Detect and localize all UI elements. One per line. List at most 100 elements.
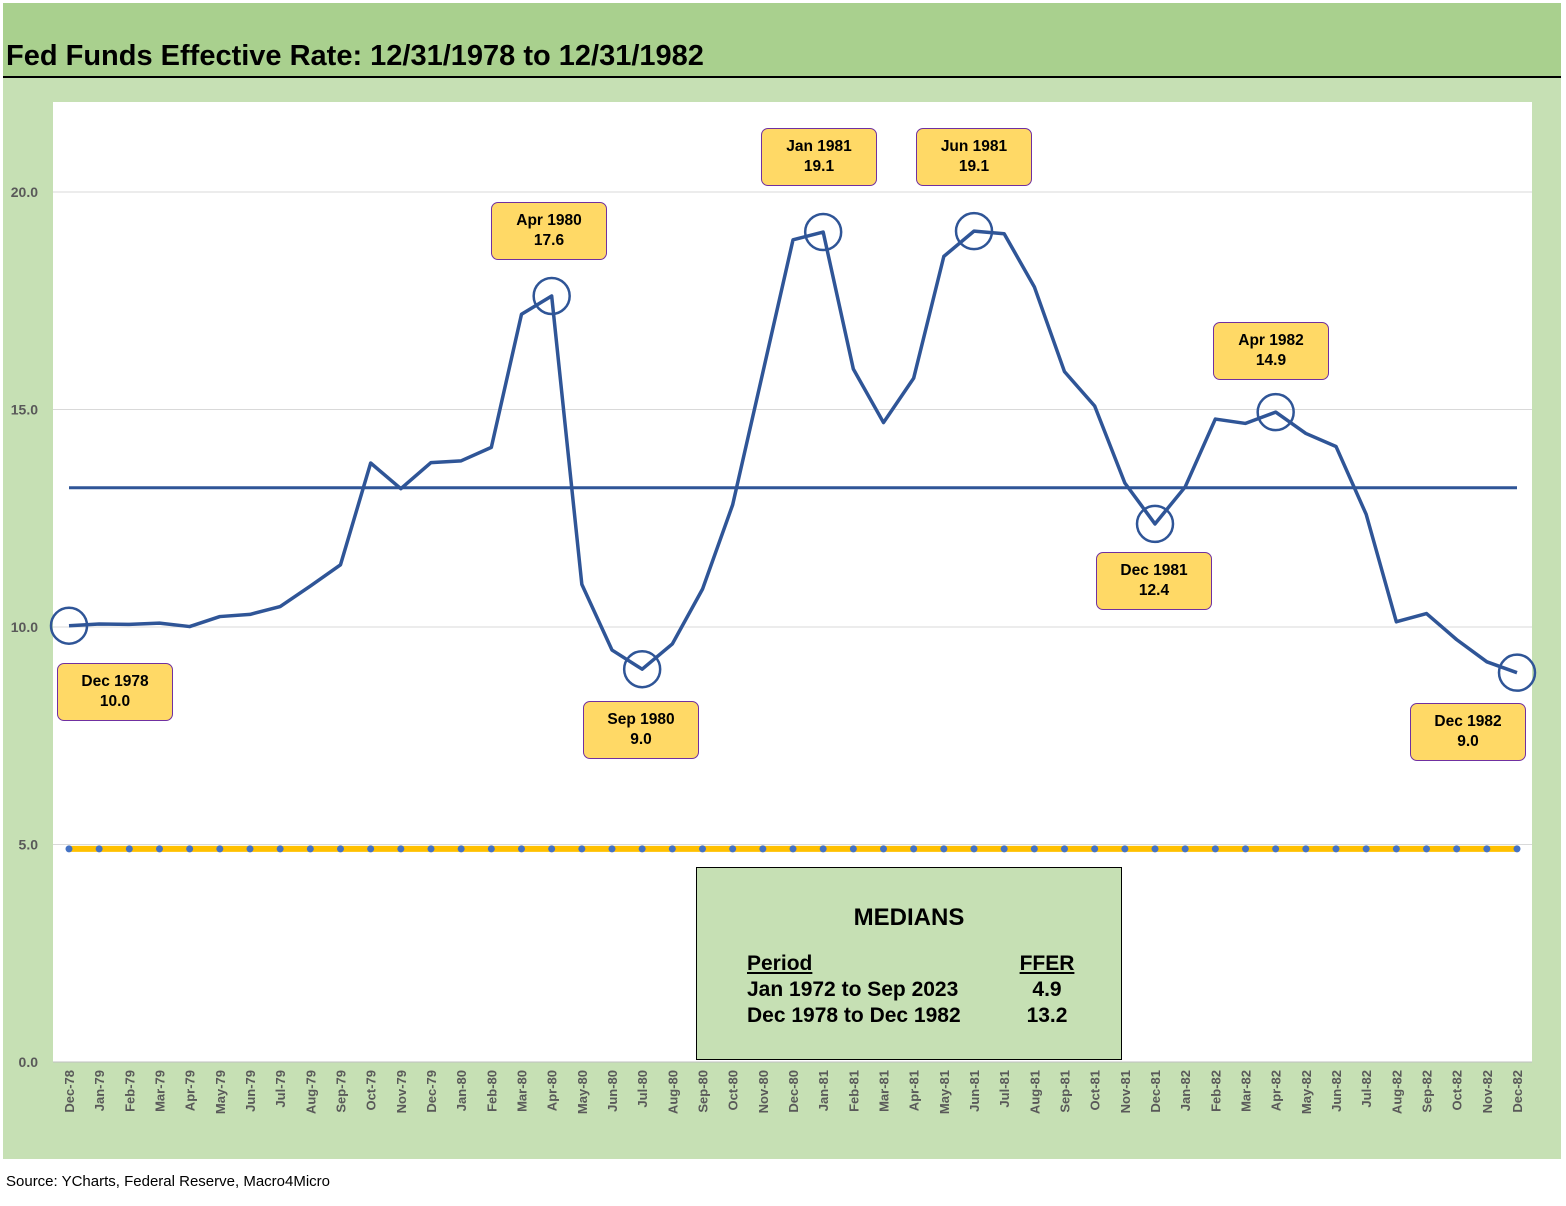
x-tick-label: Aug-82 [1389, 1070, 1404, 1114]
x-tick-label: Oct-80 [726, 1070, 741, 1110]
series-layer [65, 229, 1521, 853]
y-tick-label: 20.0 [11, 184, 38, 200]
medians-title: MEDIANS [853, 904, 965, 931]
x-tick-label: Jul-80 [635, 1070, 650, 1108]
series-point-long-median [306, 845, 314, 853]
x-tick-label: Jun-79 [243, 1070, 258, 1112]
series-point-long-median [276, 845, 284, 853]
series-line-ffer [68, 229, 1518, 675]
series-point-long-median [759, 845, 767, 853]
series-point-long-median [337, 845, 344, 853]
x-tick-label: Jan-79 [92, 1070, 107, 1111]
series-point-long-median [186, 845, 194, 853]
x-tick-label: Jul-79 [273, 1070, 288, 1108]
series-point-long-median [910, 845, 918, 853]
x-tick-label: Aug-81 [1027, 1070, 1042, 1114]
series-point-long-median [367, 845, 375, 853]
x-tick-label: May-80 [575, 1070, 590, 1114]
annotation-label: Jun 1981 [940, 138, 1008, 155]
annotation-label: Dec 1978 [81, 673, 149, 690]
x-tick-label: Jun-80 [605, 1070, 620, 1112]
annotation-value: 9.0 [1457, 733, 1479, 750]
x-tick-label: Jan-80 [454, 1070, 469, 1111]
annotation-label: Dec 1981 [1120, 562, 1188, 579]
annotation-callout: Dec 1982 9.0 [1410, 703, 1526, 761]
annotation-circle [49, 606, 89, 645]
series-point-long-median [1061, 845, 1068, 853]
series-point-long-median [1211, 845, 1219, 853]
x-tick-label: Oct-81 [1088, 1070, 1103, 1110]
x-tick-label: Jun-81 [967, 1070, 982, 1112]
y-tick-label: 15.0 [11, 402, 38, 418]
annotation-callout: Apr 1982 14.9 [1213, 322, 1329, 380]
series-point-long-median [1392, 845, 1400, 853]
annotation-value: 17.6 [533, 232, 565, 249]
series-point-long-median [1242, 845, 1249, 853]
annotation-callout: Dec 1981 12.4 [1096, 552, 1212, 610]
x-tick-label: Feb-79 [122, 1070, 137, 1112]
medians-header-period: Period [747, 952, 813, 975]
series-point-long-median [1362, 845, 1370, 853]
series-point-long-median [1030, 845, 1038, 853]
series-point-long-median [1513, 845, 1521, 853]
x-tick-label: Dec-80 [786, 1070, 801, 1113]
x-tick-label: Jun-82 [1329, 1070, 1344, 1112]
annotation-label: Jan 1981 [786, 138, 852, 155]
x-tick-label: Sep-81 [1058, 1070, 1073, 1113]
series-point-long-median [1332, 845, 1340, 853]
series-point-long-median [849, 845, 857, 853]
medians-row-value: 13.2 [1026, 1004, 1068, 1027]
series-point-long-median [789, 845, 797, 853]
annotation-label: Dec 1982 [1434, 713, 1502, 730]
x-tick-label: Sep-79 [334, 1070, 349, 1113]
source-note: Source: YCharts, Federal Reserve, Macro4… [6, 1173, 331, 1190]
series-point-long-median [548, 845, 556, 853]
x-tick-label: Dec-79 [424, 1070, 439, 1113]
annotation-value: 19.1 [958, 158, 990, 175]
y-axis: 0.0 5.0 10.0 15.0 20.0 [11, 184, 38, 1070]
x-tick-label: May-82 [1299, 1070, 1314, 1114]
series-point-long-median [1453, 845, 1461, 853]
series-point-long-median [487, 845, 495, 853]
y-tick-label: 10.0 [11, 619, 38, 635]
annotation-callout: Jan 1981 19.1 [761, 128, 877, 186]
series-point-long-median [880, 845, 887, 853]
series-point-long-median [246, 845, 254, 853]
x-tick-label: Feb-82 [1208, 1070, 1223, 1112]
x-tick-label: Jul-82 [1359, 1070, 1374, 1108]
medians-row-period: Dec 1978 to Dec 1982 [747, 1004, 961, 1027]
series-point-long-median [578, 845, 586, 853]
x-tick-label: Apr-81 [907, 1070, 922, 1111]
x-axis: Dec-78 Jan-79 Feb-79 Mar-79 Apr-79 May-79 Jun-… [62, 1070, 1525, 1114]
x-tick-label: May-81 [937, 1070, 952, 1114]
series-point-long-median [1181, 845, 1189, 853]
series-point-long-median [1091, 845, 1099, 853]
x-tick-label: Nov-80 [756, 1070, 771, 1113]
x-tick-label: Mar-79 [153, 1070, 168, 1112]
series-point-long-median [1121, 845, 1129, 853]
x-tick-label: Feb-81 [846, 1070, 861, 1112]
series-point-long-median [940, 845, 948, 853]
x-tick-label: May-79 [213, 1070, 228, 1114]
series-point-long-median [1302, 845, 1310, 853]
annotation-value: 10.0 [99, 693, 131, 710]
series-point-long-median [95, 845, 103, 853]
y-tick-label: 0.0 [19, 1054, 39, 1070]
x-tick-label: Nov-82 [1480, 1070, 1495, 1113]
series-point-long-median [156, 845, 163, 853]
annotation-callout: Apr 1980 17.6 [491, 202, 607, 260]
x-tick-label: Dec-81 [1148, 1070, 1163, 1113]
series-point-long-median [729, 845, 737, 853]
x-tick-label: Dec-78 [62, 1070, 77, 1113]
series-point-long-median [125, 845, 133, 853]
series-point-long-median [819, 845, 827, 853]
annotation-value: 9.0 [630, 731, 652, 748]
series-point-long-median [970, 845, 978, 853]
gridlines [53, 191, 1532, 1063]
x-tick-label: Apr-82 [1269, 1070, 1284, 1111]
x-tick-label: Mar-80 [515, 1070, 530, 1112]
annotation-circle [803, 212, 843, 252]
y-tick-label: 5.0 [19, 837, 39, 853]
x-tick-label: Mar-81 [877, 1070, 892, 1112]
